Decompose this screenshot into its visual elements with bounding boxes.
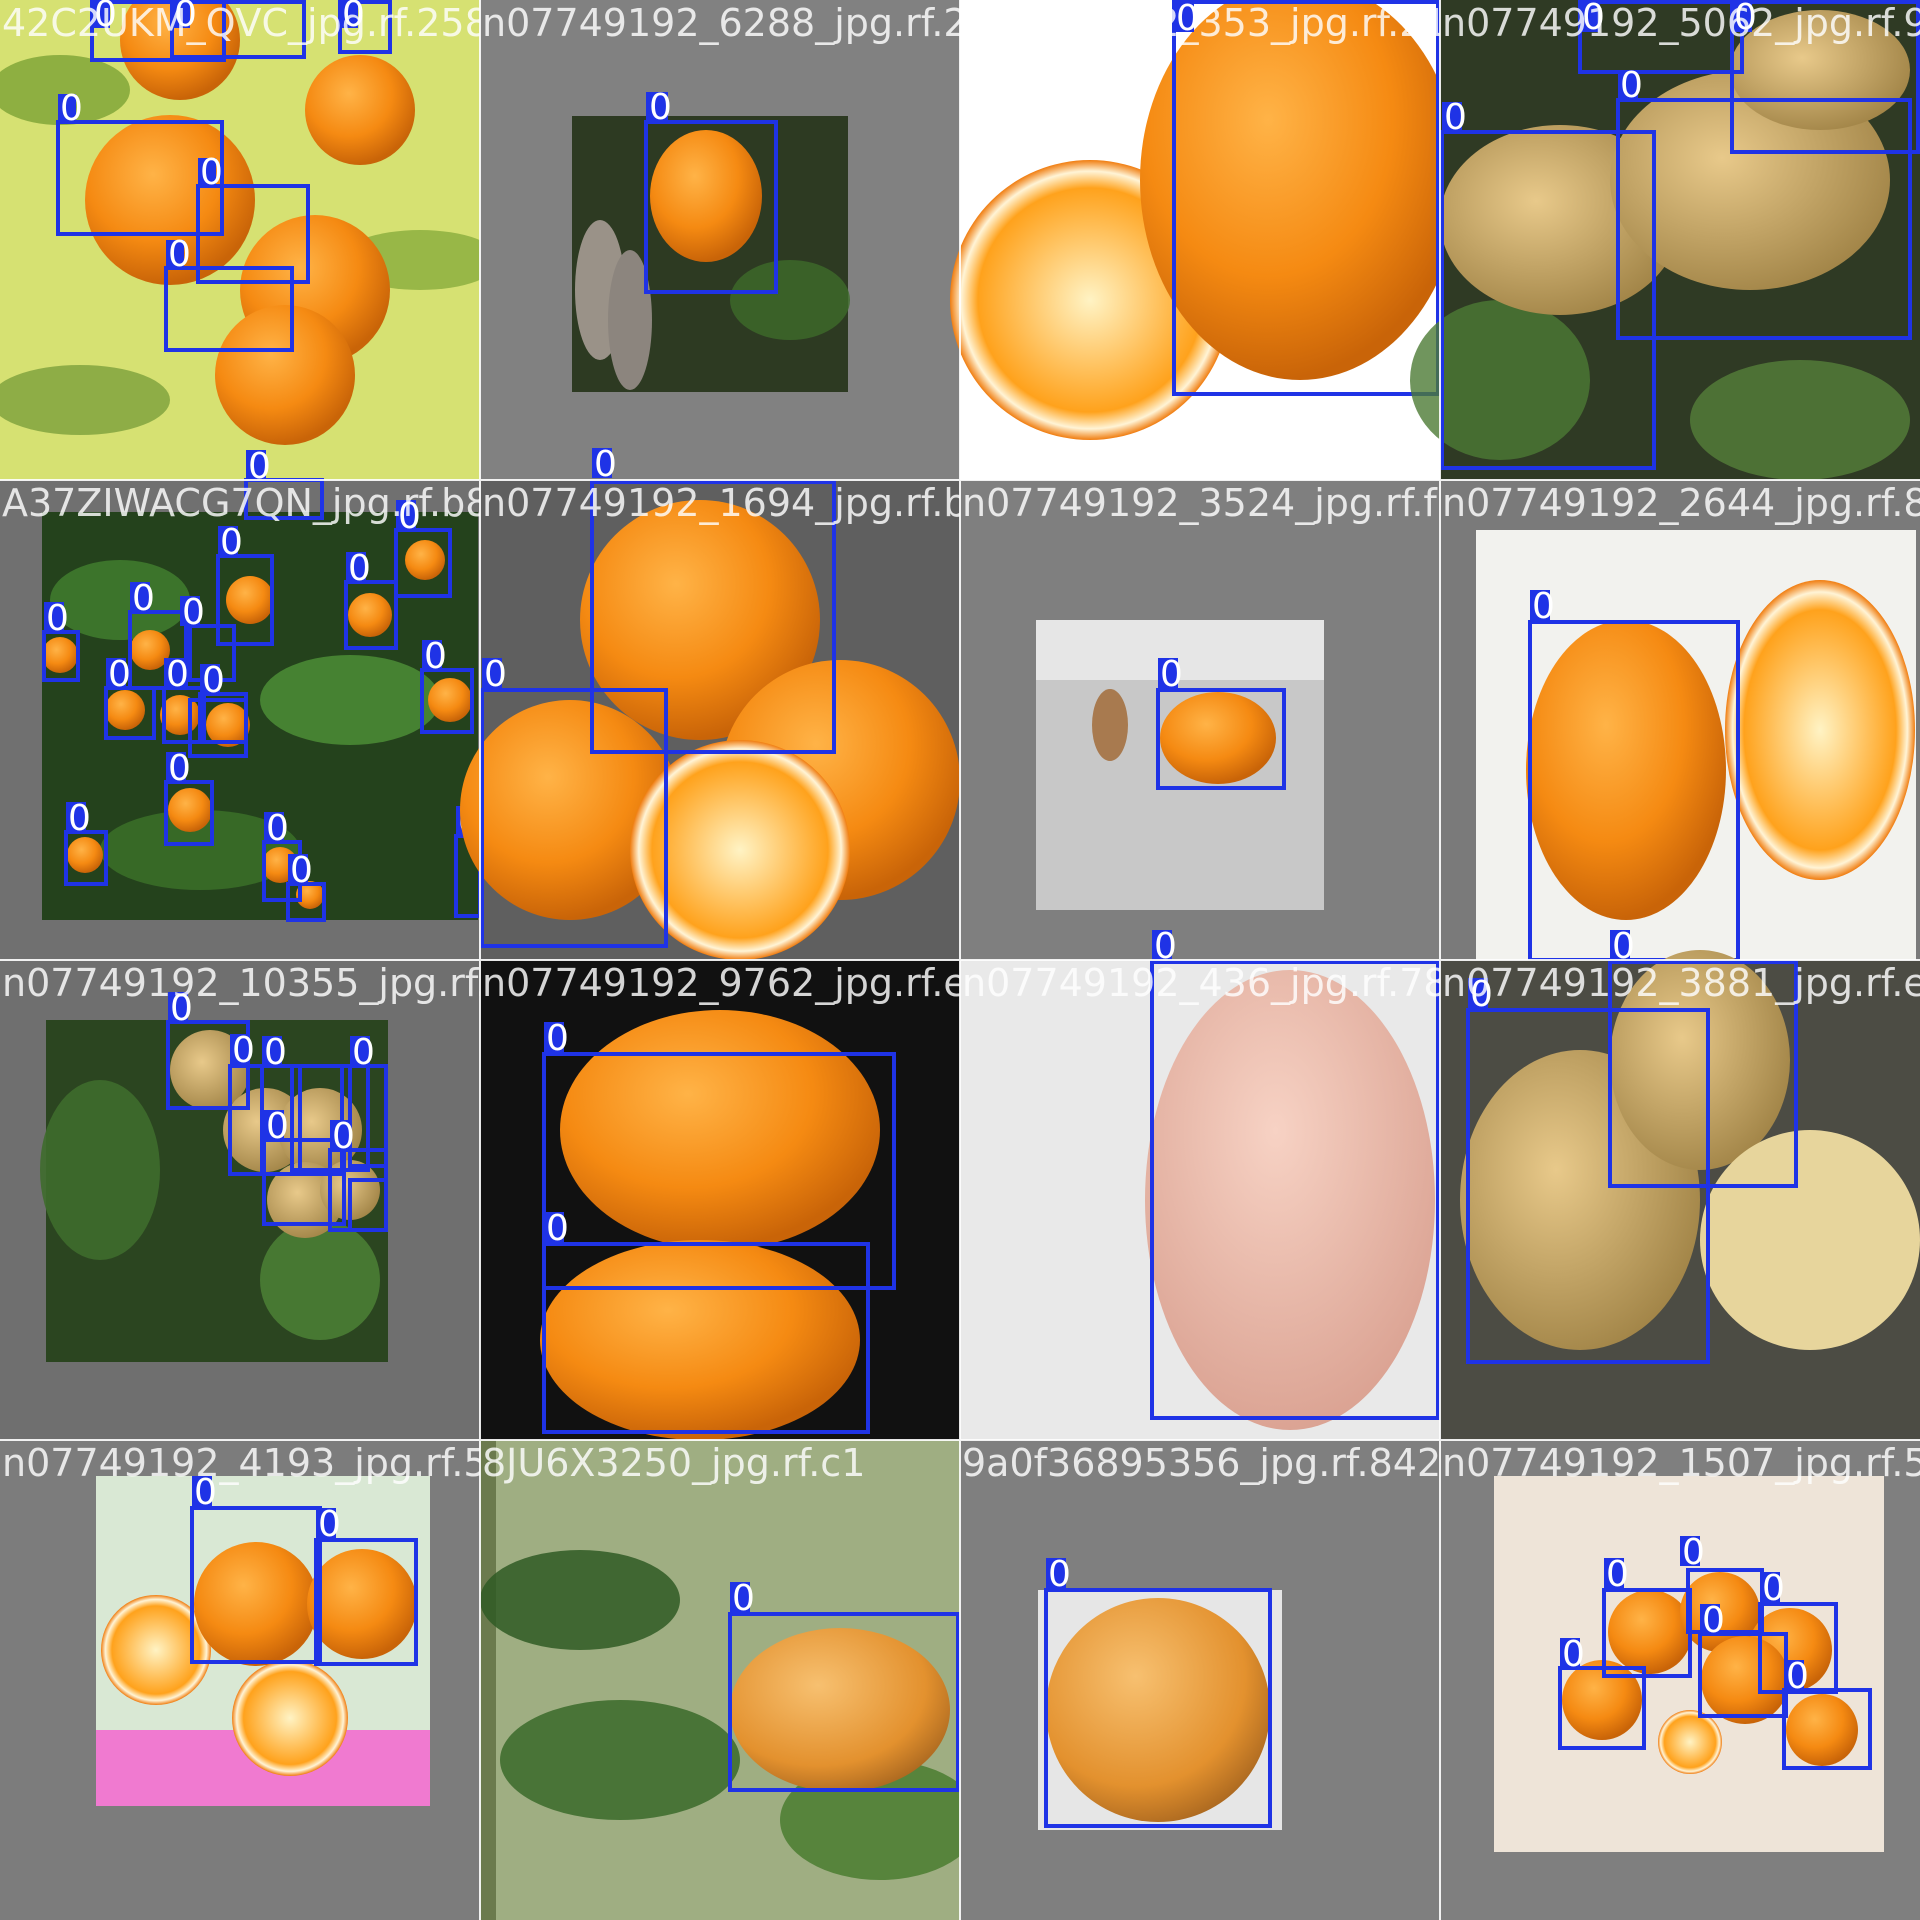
svg-text:0: 0: [68, 798, 91, 839]
tile-4: 0 0 0 0 n07749192_5062_jpg.rf.927: [1410, 0, 1920, 480]
svg-text:0: 0: [182, 592, 205, 633]
tile-caption: n07749192_3881_jpg.rf.e0f4: [1442, 961, 1920, 1005]
tile-caption: 42C2UKM_QVC_jpg.rf.258: [2, 1, 489, 45]
svg-text:0: 0: [132, 578, 155, 619]
tile-caption: n07749192_436_jpg.rf.788: [962, 961, 1472, 1005]
svg-text:0: 0: [1154, 926, 1177, 967]
svg-text:0: 0: [1702, 1600, 1725, 1641]
svg-text:0: 0: [1734, 0, 1757, 38]
svg-text:0: 0: [264, 1032, 287, 1073]
svg-text:0: 0: [168, 234, 191, 275]
tile-caption: n07749192_4193_jpg.rf.52c: [2, 1441, 533, 1485]
tile-caption: 9a0f36895356_jpg.rf.842a: [962, 1441, 1464, 1485]
svg-text:0: 0: [202, 660, 225, 701]
tile-3: 0 n07749192_353_jpg.rf.217: [950, 0, 1472, 480]
tile-5: 0 0 0 0 0 0 0 0 0 0 0 0 0 0 0 0 A37ZIWAC…: [0, 446, 510, 960]
svg-text:0: 0: [1620, 65, 1643, 106]
tile-caption: A37ZIWACG7QN_jpg.rf.b8c: [2, 481, 510, 525]
tile-10: 0 0 n07749192_9762_jpg.rf.e5c: [480, 960, 1012, 1440]
svg-text:0: 0: [232, 1030, 255, 1071]
svg-text:0: 0: [200, 152, 223, 193]
tile-7: 0 n07749192_3524_jpg.rf.fb6c: [960, 480, 1506, 960]
svg-text:0: 0: [108, 654, 131, 695]
svg-text:0: 0: [248, 446, 271, 487]
svg-text:0: 0: [352, 1032, 375, 1073]
svg-text:0: 0: [266, 808, 289, 849]
svg-text:0: 0: [94, 0, 117, 35]
tile-9: 0 0 0 0 0 0 n07749192_10355_jpg.rf.b3: [0, 960, 536, 1440]
svg-text:0: 0: [348, 548, 371, 589]
svg-text:0: 0: [1444, 97, 1467, 138]
svg-text:0: 0: [1762, 1568, 1785, 1609]
tile-15: 0 9a0f36895356_jpg.rf.842a: [960, 1440, 1464, 1920]
tile-caption: n07749192_9762_jpg.rf.e5c: [482, 961, 1012, 1005]
tile-caption: 8JU6X3250_jpg.rf.c1: [482, 1441, 865, 1485]
svg-text:0: 0: [1682, 1532, 1705, 1573]
tile-caption: n07749192_353_jpg.rf.217: [962, 1, 1472, 45]
svg-text:0: 0: [484, 654, 507, 695]
svg-text:0: 0: [594, 444, 617, 485]
tile-11: 0 n07749192_436_jpg.rf.788: [960, 926, 1472, 1440]
svg-text:0: 0: [174, 0, 197, 35]
tile-caption: n07749192_5062_jpg.rf.927: [1442, 1, 1920, 45]
svg-text:0: 0: [546, 1018, 569, 1059]
tile-caption: n07749192_2644_jpg.rf.863: [1442, 481, 1920, 525]
tile-12: 0 0 n07749192_3881_jpg.rf.e0f4: [1440, 926, 1920, 1440]
tile-caption: n07749192_6288_jpg.rf.28fc: [482, 1, 1026, 45]
svg-text:0: 0: [1606, 1554, 1629, 1595]
svg-text:0: 0: [1582, 0, 1605, 38]
svg-text:0: 0: [168, 748, 191, 789]
svg-text:0: 0: [1532, 586, 1555, 627]
svg-text:0: 0: [1048, 1554, 1071, 1595]
svg-text:0: 0: [1470, 974, 1493, 1015]
tile-13: 0 0 n07749192_4193_jpg.rf.52c: [0, 1440, 533, 1920]
tile-caption: n07749192_10355_jpg.rf.b3: [2, 961, 536, 1005]
svg-text:0: 0: [170, 988, 193, 1029]
svg-text:0: 0: [1562, 1634, 1585, 1675]
svg-text:0: 0: [1160, 654, 1183, 695]
svg-text:0: 0: [424, 636, 447, 677]
tile-14: 0 8JU6X3250_jpg.rf.c1: [480, 1440, 980, 1920]
svg-text:0: 0: [332, 1116, 355, 1157]
tile-6: 0 0 n07749192_1694_jpg.rf.bc9: [460, 444, 1013, 960]
svg-text:0: 0: [318, 1504, 341, 1545]
svg-text:0: 0: [649, 87, 672, 128]
svg-text:0: 0: [166, 654, 189, 695]
tile-8: 0 n07749192_2644_jpg.rf.863: [1440, 480, 1920, 962]
tile-caption: n07749192_3524_jpg.rf.fb6c: [962, 481, 1506, 525]
svg-text:0: 0: [342, 0, 365, 35]
svg-text:0: 0: [1612, 926, 1635, 967]
svg-text:0: 0: [732, 1578, 755, 1619]
svg-text:0: 0: [546, 1208, 569, 1249]
svg-text:0: 0: [1176, 0, 1199, 39]
svg-text:0: 0: [398, 496, 421, 537]
tile-caption: n07749192_1694_jpg.rf.bc9: [482, 481, 1013, 525]
svg-text:0: 0: [194, 1472, 217, 1513]
svg-text:0: 0: [60, 88, 83, 129]
tile-16: 0 0 0 0 0 0 n07749192_1507_jpg.rf.5cd: [1440, 1440, 1920, 1920]
tile-caption: n07749192_1507_jpg.rf.5cd: [1442, 1441, 1920, 1485]
svg-text:0: 0: [220, 522, 243, 563]
tile-1: 0 0 0 0 0 0 42C2UKM_QVC_jpg.rf.258: [0, 0, 500, 480]
svg-text:0: 0: [290, 850, 313, 891]
svg-text:0: 0: [266, 1106, 289, 1147]
svg-text:0: 0: [46, 598, 69, 639]
svg-text:0: 0: [1786, 1656, 1809, 1697]
tile-2: 0 n07749192_6288_jpg.rf.28fc: [480, 0, 1026, 480]
